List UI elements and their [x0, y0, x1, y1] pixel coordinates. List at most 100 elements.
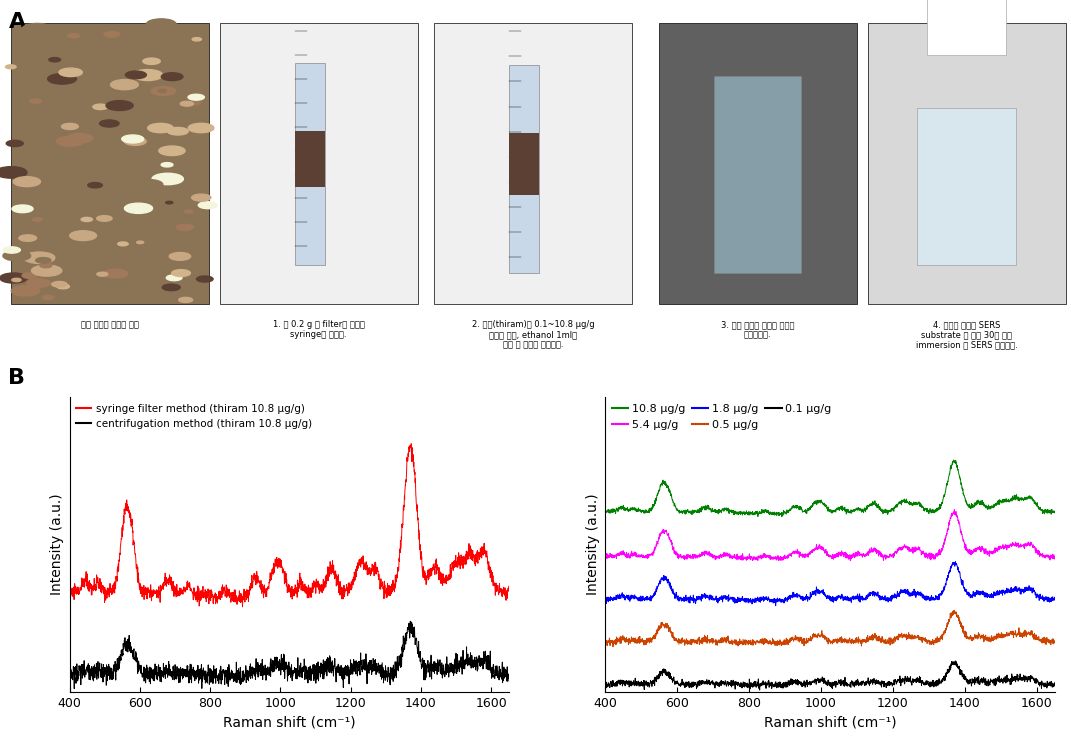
Circle shape — [161, 163, 174, 167]
Text: 2. 농약(thiram)을 0.1~10.8 μg/g
농도로 놓고, ethanol 1ml을
넣은 후 충분히 섬어준다.: 2. 농약(thiram)을 0.1~10.8 μg/g 농도로 놓고, eth… — [471, 320, 594, 350]
Bar — [509, 66, 539, 273]
Text: B: B — [9, 368, 25, 388]
Circle shape — [0, 273, 28, 283]
Circle shape — [67, 34, 80, 38]
Circle shape — [103, 269, 127, 278]
Circle shape — [192, 38, 201, 41]
Circle shape — [30, 99, 42, 103]
Circle shape — [106, 101, 133, 110]
Circle shape — [0, 166, 27, 178]
Circle shape — [196, 276, 213, 282]
Circle shape — [163, 284, 180, 291]
Circle shape — [12, 278, 21, 282]
Circle shape — [167, 127, 188, 135]
Circle shape — [151, 87, 176, 96]
Bar — [11, 24, 209, 304]
Text: A: A — [9, 12, 26, 32]
Circle shape — [188, 123, 214, 132]
Circle shape — [40, 263, 51, 268]
Circle shape — [61, 124, 78, 130]
Circle shape — [171, 269, 191, 277]
Circle shape — [110, 79, 138, 90]
Circle shape — [19, 235, 36, 241]
Circle shape — [47, 74, 76, 84]
Y-axis label: Intensity (a.u.): Intensity (a.u.) — [50, 494, 64, 595]
Circle shape — [148, 124, 174, 132]
Circle shape — [3, 247, 20, 253]
Circle shape — [137, 241, 144, 244]
Circle shape — [192, 194, 211, 201]
Circle shape — [5, 65, 16, 68]
Circle shape — [180, 102, 194, 106]
Circle shape — [125, 71, 147, 79]
Circle shape — [162, 73, 183, 81]
Circle shape — [81, 217, 92, 222]
Circle shape — [188, 94, 205, 100]
Circle shape — [100, 120, 119, 127]
Circle shape — [27, 279, 50, 288]
Legend: 10.8 μg/g, 5.4 μg/g, 1.8 μg/g, 0.5 μg/g, 0.1 μg/g: 10.8 μg/g, 5.4 μg/g, 1.8 μg/g, 0.5 μg/g,… — [607, 400, 835, 434]
Circle shape — [58, 181, 79, 188]
Circle shape — [55, 134, 70, 139]
Circle shape — [22, 273, 37, 278]
Circle shape — [3, 251, 31, 261]
Circle shape — [6, 141, 24, 146]
Circle shape — [169, 252, 191, 261]
Circle shape — [42, 295, 54, 300]
Circle shape — [133, 69, 163, 80]
Circle shape — [142, 58, 161, 64]
Bar — [509, 133, 539, 195]
Circle shape — [59, 68, 82, 77]
Circle shape — [13, 177, 41, 187]
Circle shape — [133, 72, 146, 77]
Bar — [927, 0, 1007, 54]
Bar — [434, 24, 632, 304]
Bar — [714, 77, 801, 273]
Circle shape — [198, 202, 217, 208]
X-axis label: Raman shift (cm⁻¹): Raman shift (cm⁻¹) — [764, 715, 896, 729]
Circle shape — [166, 275, 182, 280]
Circle shape — [70, 231, 96, 241]
Circle shape — [147, 19, 177, 29]
Circle shape — [22, 24, 52, 35]
Circle shape — [179, 297, 193, 302]
Bar — [917, 108, 1016, 265]
Circle shape — [32, 218, 42, 222]
Bar — [220, 24, 418, 304]
Circle shape — [35, 258, 51, 263]
Circle shape — [88, 183, 103, 188]
Bar — [659, 24, 857, 304]
Circle shape — [135, 180, 163, 190]
Circle shape — [104, 32, 120, 38]
Bar — [868, 24, 1066, 304]
Circle shape — [122, 135, 144, 143]
Circle shape — [108, 219, 119, 223]
Circle shape — [191, 102, 200, 105]
Circle shape — [51, 281, 67, 287]
Circle shape — [12, 286, 40, 296]
Circle shape — [49, 57, 61, 62]
Circle shape — [74, 50, 92, 57]
Circle shape — [57, 284, 70, 289]
Circle shape — [93, 104, 108, 110]
Circle shape — [184, 210, 193, 213]
Circle shape — [57, 136, 84, 146]
Text: 1. 흐 0.2 g 를 filter를 장착한
syringe에 넣는다.: 1. 흐 0.2 g 를 filter를 장착한 syringe에 넣는다. — [273, 320, 364, 339]
Y-axis label: Intensity (a.u.): Intensity (a.u.) — [586, 494, 600, 595]
Circle shape — [96, 216, 112, 222]
Circle shape — [152, 173, 183, 185]
Text: 4. 여과된 용액에 SERS
substrate 를 넣고 30분 동안
immersion 후 SERS 측정한다.: 4. 여과된 용액에 SERS substrate 를 넣고 30분 동안 im… — [916, 320, 1017, 350]
Circle shape — [159, 89, 166, 93]
Circle shape — [96, 272, 108, 276]
Circle shape — [166, 201, 172, 204]
Bar — [295, 131, 325, 187]
Circle shape — [124, 203, 152, 213]
Circle shape — [177, 224, 194, 230]
Text: 3. 전체 용액을 필터를 이용해
여과시킨다.: 3. 전체 용액을 필터를 이용해 여과시킨다. — [721, 320, 795, 339]
Circle shape — [159, 146, 185, 155]
X-axis label: Raman shift (cm⁻¹): Raman shift (cm⁻¹) — [223, 715, 356, 729]
Circle shape — [124, 138, 147, 146]
Circle shape — [24, 252, 55, 263]
Circle shape — [66, 133, 93, 143]
Text: 바짝 건조된 원예용 상토: 바짝 건조된 원예용 상토 — [80, 320, 139, 329]
